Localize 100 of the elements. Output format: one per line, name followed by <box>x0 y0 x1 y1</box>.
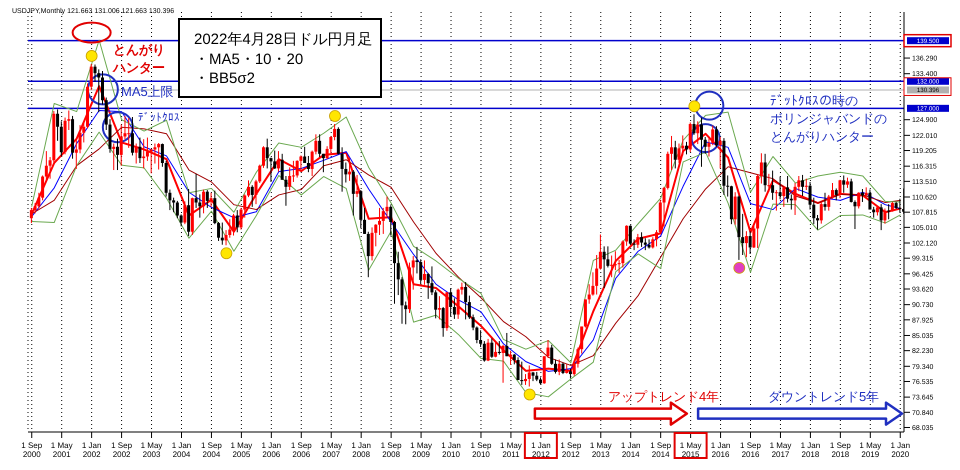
x-tick-label: 1 Jan 2012 <box>531 441 551 459</box>
x-tick-label: 1 Sep 2008 <box>380 441 402 459</box>
candlestick <box>348 157 352 182</box>
x-tick-label: 1 May 2013 <box>590 441 612 459</box>
candlestick <box>614 250 617 271</box>
candlestick <box>644 238 647 251</box>
x-tick-label: 1 Sep 2006 <box>290 441 312 459</box>
candlestick <box>276 150 280 172</box>
x-tick-label: 1 Jan 2020 <box>890 441 910 459</box>
candlestick <box>426 272 430 300</box>
candlestick <box>299 154 302 172</box>
x-tick-label: 1 Sep 2016 <box>740 441 762 459</box>
candlestick <box>790 194 793 210</box>
annotation: ・BB5σ2 <box>194 69 256 88</box>
candlestick <box>610 255 614 278</box>
candlestick <box>296 160 299 178</box>
candlestick <box>782 186 786 208</box>
candlestick <box>352 170 355 216</box>
candlestick <box>561 362 564 375</box>
x-tick-label: 1 May 2007 <box>320 441 342 459</box>
candlestick <box>550 344 554 366</box>
annotation: とんがり <box>113 42 165 58</box>
candlestick <box>94 64 97 82</box>
candlestick <box>692 114 696 136</box>
annotation: とんがりハンター <box>770 129 874 145</box>
x-tick-label: 1 Jan 2016 <box>710 441 730 459</box>
candlestick <box>183 200 186 225</box>
candlestick <box>838 179 842 199</box>
candlestick <box>366 231 370 278</box>
candlestick <box>284 175 288 206</box>
x-tick-label: 1 Sep 2004 <box>200 441 222 459</box>
x-tick-label: 1 Jan 2014 <box>620 441 641 459</box>
x-tick-label: 1 May 2001 <box>50 441 73 459</box>
candlestick <box>606 246 610 268</box>
annotation: アップトレンド4年 <box>608 389 720 405</box>
candlestick <box>130 116 134 156</box>
candlestick <box>288 166 292 191</box>
candlestick <box>520 361 524 386</box>
candlestick <box>486 338 490 362</box>
candlestick <box>280 153 284 180</box>
candlestick <box>67 110 70 130</box>
candlestick <box>194 173 198 208</box>
candlestick <box>876 205 879 216</box>
x-tick-label: 1 Sep 2012 <box>560 441 582 459</box>
candlestick <box>505 332 508 357</box>
candlestick <box>685 141 688 155</box>
candlestick <box>760 152 763 184</box>
candlestick <box>232 213 236 236</box>
candlestick <box>678 143 681 164</box>
candlestick <box>498 340 501 356</box>
candlestick <box>883 208 886 224</box>
candlestick <box>595 254 598 296</box>
candlestick <box>116 138 119 171</box>
candlestick <box>696 120 700 145</box>
annotation: ボリンジャバンドの <box>770 111 887 127</box>
candlestick <box>598 234 602 270</box>
candlestick <box>834 188 838 201</box>
candlestick <box>266 138 269 169</box>
candlestick <box>532 371 535 382</box>
candlestick <box>314 134 318 155</box>
x-tick-label: 1 Sep 2002 <box>111 441 133 459</box>
candlestick <box>322 153 325 173</box>
candlestick <box>842 174 846 194</box>
candlestick <box>112 143 116 171</box>
candlestick <box>475 326 478 344</box>
candlestick <box>157 142 160 170</box>
candlestick <box>824 192 827 212</box>
candlestick <box>356 174 359 198</box>
candlestick <box>857 192 860 209</box>
candlestick <box>142 138 146 169</box>
candlestick <box>422 260 426 286</box>
candlestick <box>636 233 640 248</box>
candlestick <box>134 143 138 164</box>
candlestick <box>714 126 718 148</box>
candlestick <box>887 204 890 220</box>
candlestick <box>310 150 314 176</box>
candlestick <box>535 371 538 382</box>
candlestick <box>198 194 202 218</box>
candlestick <box>168 189 172 211</box>
candlestick <box>44 150 48 182</box>
candlestick <box>602 246 606 289</box>
candlestick <box>640 232 644 248</box>
candlestick <box>744 230 748 258</box>
candlestick <box>442 306 445 338</box>
x-tick-label: 1 Sep 2018 <box>830 441 852 459</box>
candlestick <box>438 296 441 320</box>
x-tick-label: 1 May 2005 <box>230 441 252 459</box>
candlestick <box>764 153 767 192</box>
candlestick <box>120 124 123 166</box>
candlestick <box>202 189 206 214</box>
candlestick <box>303 146 306 164</box>
candlestick <box>860 188 864 202</box>
annotation: ﾃﾞｯﾄｸﾛｽの時の <box>770 93 858 109</box>
candlestick <box>516 356 520 381</box>
candlestick <box>794 182 797 216</box>
candlestick <box>56 108 60 142</box>
candlestick <box>797 175 800 192</box>
candlestick <box>306 155 310 173</box>
x-tick-label: 1 Jan 2010 <box>441 441 461 459</box>
candlestick <box>655 230 658 247</box>
